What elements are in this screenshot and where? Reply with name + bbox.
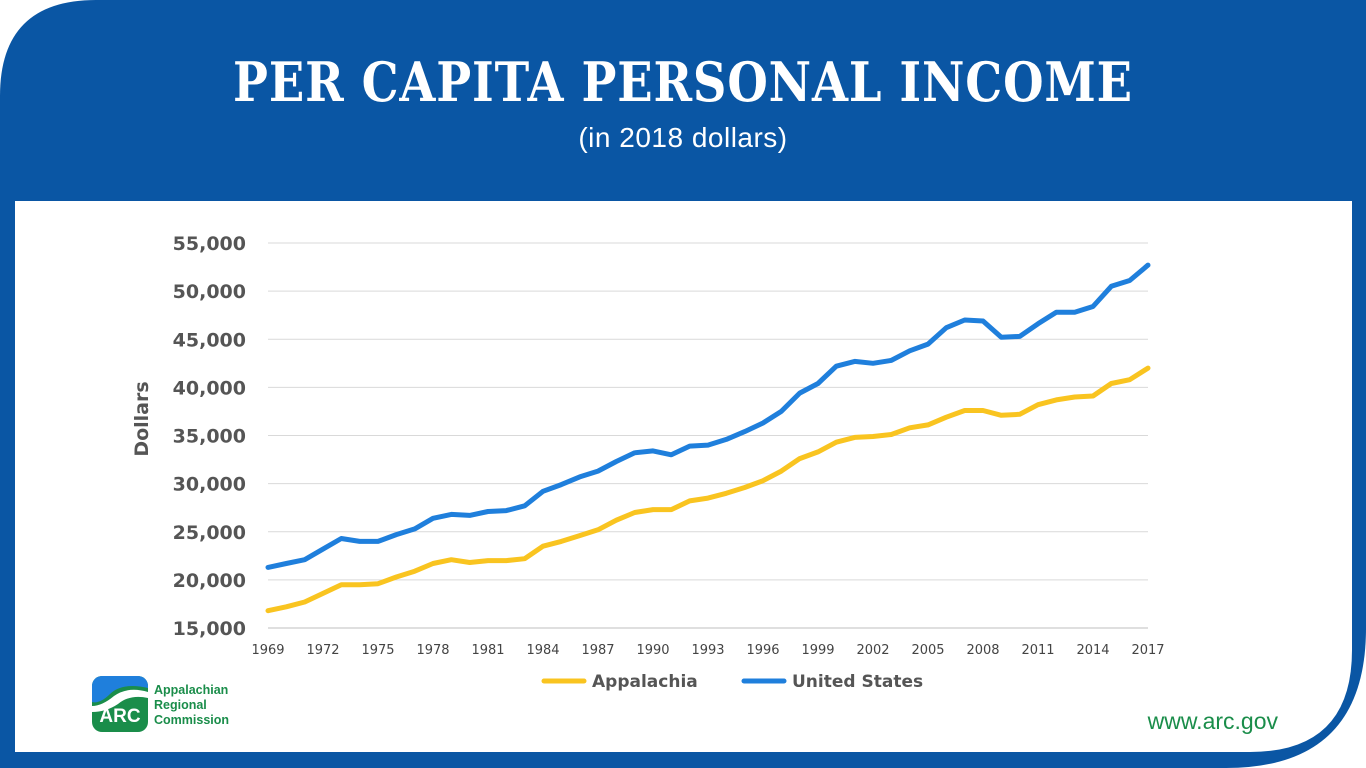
website-link[interactable]: www.arc.gov [1147, 708, 1278, 734]
page-subtitle: (in 2018 dollars) [578, 122, 788, 153]
x-tick-label: 1990 [636, 643, 669, 658]
x-tick-label: 1969 [251, 643, 284, 658]
series-line-united-states [265, 262, 1151, 570]
y-axis-label: Dollars [131, 381, 153, 456]
chart-series [265, 262, 1151, 614]
y-tick-label: 30,000 [173, 474, 246, 496]
arc-logo: ARC Appalachian Regional Commission [92, 676, 252, 736]
y-axis-ticks: 15,000 20,000 25,000 30,000 35,000 40,000 45,0… [173, 233, 246, 640]
logo-mark-text: ARC [99, 706, 141, 727]
x-tick-label: 1975 [361, 643, 394, 658]
x-tick-label: 1978 [416, 643, 449, 658]
logo-swoosh-icon [92, 676, 148, 712]
header: PER CAPITA PERSONAL INCOME (in 2018 doll… [0, 0, 1366, 201]
y-tick-label: 55,000 [173, 233, 246, 255]
arc-logo-mark: ARC [92, 676, 148, 732]
y-tick-label: 25,000 [173, 522, 246, 544]
y-tick-label: 35,000 [173, 426, 246, 448]
chart-legend: Appalachia United States [541, 672, 923, 692]
x-tick-label: 1996 [746, 643, 779, 658]
x-tick-label: 1984 [526, 643, 559, 658]
y-tick-label: 15,000 [173, 618, 246, 640]
x-tick-label: 2002 [856, 643, 889, 658]
x-tick-label: 1993 [691, 643, 724, 658]
x-tick-label: 1999 [801, 643, 834, 658]
chart-grid [268, 242, 1148, 629]
logo-word: Appalachian [154, 683, 229, 697]
page-title: PER CAPITA PERSONAL INCOME [233, 50, 1133, 114]
x-tick-label: 1981 [471, 643, 504, 658]
x-axis-ticks: 1969 1972 1975 1978 1981 1984 1987 1990 1993 1996… [251, 643, 1164, 658]
x-tick-label: 1987 [581, 643, 614, 658]
logo-word: Commission [154, 713, 230, 727]
y-tick-label: 40,000 [173, 377, 246, 399]
x-tick-label: 2008 [966, 643, 999, 658]
legend-label: Appalachia [592, 672, 698, 692]
y-tick-label: 50,000 [173, 281, 246, 303]
x-tick-label: 2017 [1131, 643, 1164, 658]
x-tick-label: 1972 [306, 643, 339, 658]
legend-label: United States [792, 672, 923, 692]
logo-word: Regional [154, 698, 207, 712]
series-line-appalachia [265, 365, 1151, 614]
y-tick-label: 45,000 [173, 329, 246, 351]
logo-words: Appalachian Regional Commission [154, 683, 229, 728]
x-tick-label: 2011 [1021, 643, 1054, 658]
y-tick-label: 20,000 [173, 570, 246, 592]
x-tick-label: 2014 [1076, 643, 1109, 658]
x-tick-label: 2005 [911, 643, 944, 658]
